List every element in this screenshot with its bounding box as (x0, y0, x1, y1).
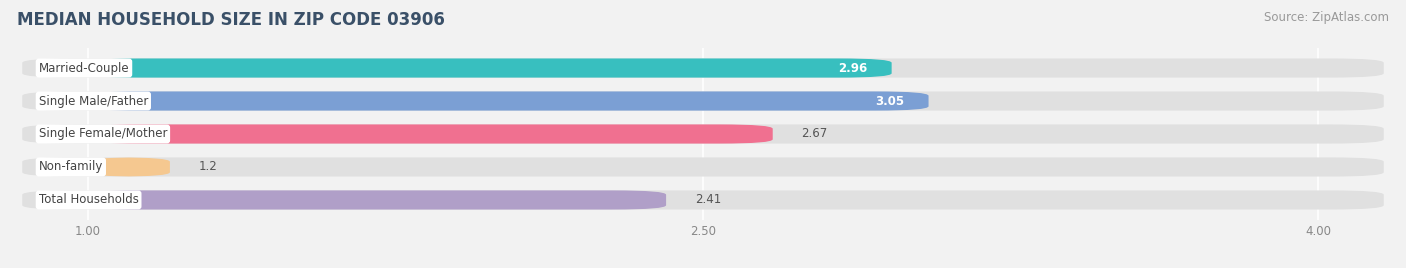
FancyBboxPatch shape (87, 190, 666, 210)
FancyBboxPatch shape (22, 58, 1384, 78)
FancyBboxPatch shape (87, 58, 891, 78)
Text: 2.96: 2.96 (838, 62, 868, 75)
Text: Single Female/Mother: Single Female/Mother (38, 128, 167, 140)
Text: 3.05: 3.05 (875, 95, 904, 107)
Text: Married-Couple: Married-Couple (38, 62, 129, 75)
FancyBboxPatch shape (87, 124, 773, 144)
Text: Total Households: Total Households (38, 193, 139, 206)
Text: 2.41: 2.41 (695, 193, 721, 206)
Text: Source: ZipAtlas.com: Source: ZipAtlas.com (1264, 11, 1389, 24)
FancyBboxPatch shape (22, 157, 1384, 177)
Text: 1.2: 1.2 (198, 161, 218, 173)
Text: Single Male/Father: Single Male/Father (38, 95, 148, 107)
FancyBboxPatch shape (87, 91, 928, 111)
Text: MEDIAN HOUSEHOLD SIZE IN ZIP CODE 03906: MEDIAN HOUSEHOLD SIZE IN ZIP CODE 03906 (17, 11, 444, 29)
FancyBboxPatch shape (22, 190, 1384, 210)
FancyBboxPatch shape (22, 124, 1384, 144)
FancyBboxPatch shape (22, 91, 1384, 111)
Text: 2.67: 2.67 (801, 128, 828, 140)
FancyBboxPatch shape (87, 157, 170, 177)
Text: Non-family: Non-family (38, 161, 103, 173)
